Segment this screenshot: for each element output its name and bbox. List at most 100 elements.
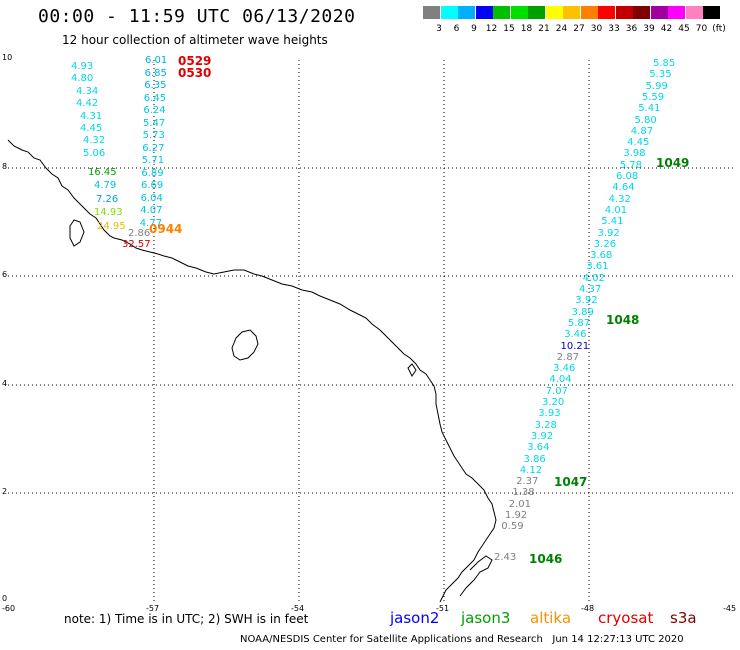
wave-height-value: 3.68 — [590, 250, 613, 262]
color-swatch — [563, 6, 580, 19]
x-tick-label: -48 — [581, 604, 595, 613]
page-title: 00:00 - 11:59 UTC 06/13/2020 — [38, 6, 356, 27]
wave-height-value: 3.20 — [542, 397, 565, 408]
wave-height-value: 2.01 — [508, 498, 531, 510]
wave-height-value: 5.59 — [641, 91, 665, 103]
y-tick-label: 6 — [2, 270, 8, 279]
color-scale-label: 18 — [520, 24, 533, 34]
wave-height-value: 6.89 — [141, 167, 164, 179]
wave-height-value: 4.01 — [604, 204, 628, 216]
wave-height-value: 24.95 — [97, 221, 126, 232]
wave-height-value: 4.02 — [582, 272, 605, 284]
wave-height-value: 5.99 — [645, 80, 668, 92]
wave-height-value: 4.42 — [76, 98, 99, 110]
color-swatch — [685, 6, 703, 19]
coastline-south — [459, 555, 493, 597]
legend-item-jason2: jason2 — [390, 609, 440, 627]
wave-height-value: 3.86 — [523, 453, 546, 465]
color-swatch — [510, 6, 528, 19]
page-subtitle: 12 hour collection of altimeter wave hei… — [62, 33, 328, 47]
wave-height-value: 4.80 — [71, 73, 94, 85]
color-scale-label: 30 — [590, 24, 603, 34]
pass-time-label: 1048 — [606, 313, 640, 327]
wave-height-value: 6.04 — [140, 192, 163, 204]
wave-height-value: 5.87 — [567, 317, 591, 329]
wave-height-value: 4.93 — [71, 61, 94, 72]
x-tick-label: -54 — [291, 604, 305, 613]
wave-height-value: 3.92 — [530, 430, 554, 442]
color-scale-label: 3 — [436, 24, 442, 34]
wave-height-value: 3.61 — [586, 261, 609, 273]
color-scale-label: 39 — [643, 24, 655, 34]
color-swatch — [475, 6, 493, 19]
wave-height-value: 3.64 — [527, 442, 550, 454]
wave-height-value: 4.32 — [608, 193, 631, 205]
pass-time-label: 1049 — [656, 156, 690, 170]
pass-time-label: 1046 — [529, 552, 563, 566]
color-scale-label: (ft) — [712, 24, 726, 34]
color-scale-label: 9 — [471, 24, 477, 34]
wave-height-value: 14.93 — [94, 207, 123, 218]
wave-height-value: 6.35 — [144, 80, 167, 91]
wave-height-value: 4.37 — [579, 284, 602, 295]
color-swatch — [615, 6, 633, 19]
wave-height-value: 2.43 — [494, 552, 517, 563]
wave-height-value: 5.73 — [142, 130, 165, 141]
wave-height-value: 16.45 — [88, 167, 117, 178]
wave-height-value: 4.12 — [519, 464, 543, 476]
color-swatch — [458, 6, 475, 19]
wave-height-value: 5.71 — [141, 155, 165, 166]
wave-height-value: 5.80 — [634, 114, 657, 126]
island-small — [407, 363, 417, 377]
color-swatch — [423, 6, 440, 19]
wave-height-value: 5.85 — [653, 58, 676, 69]
legend-item-altika: altika — [530, 609, 572, 627]
wave-height-value: 5.35 — [649, 69, 672, 81]
color-swatch — [598, 6, 615, 19]
color-scale-label: 6 — [453, 24, 460, 34]
legend-item-s3a: s3a — [670, 609, 697, 627]
color-swatch — [668, 6, 685, 19]
island-marajo — [231, 329, 259, 361]
wave-height-value: 10.21 — [560, 340, 590, 352]
wave-height-value: 4.45 — [80, 123, 103, 134]
wave-height-value: 6.45 — [143, 92, 167, 104]
wave-height-value: 3.92 — [575, 295, 598, 307]
credit-line: NOAA/NESDIS Center for Satellite Applica… — [240, 634, 684, 645]
wave-height-value: 1.92 — [505, 510, 528, 521]
pass-time-label: 0944 — [149, 222, 183, 236]
wave-height-value: 4.07 — [140, 205, 163, 216]
color-scale-label: 24 — [555, 24, 568, 34]
wave-height-value: 4.87 — [630, 125, 654, 137]
color-swatch — [580, 6, 598, 19]
wave-height-value: 5.78 — [619, 159, 642, 171]
y-tick-label: 8 — [2, 162, 8, 171]
wave-height-value: 6.01 — [145, 55, 168, 66]
color-scale-label: 42 — [660, 24, 673, 34]
wave-height-value: 5.41 — [638, 103, 661, 115]
wave-height-value: 6.08 — [616, 171, 639, 182]
pass-time-label: 1047 — [554, 475, 588, 489]
wave-height-value: 2.86 — [128, 228, 151, 239]
x-tick-label: -60 — [2, 604, 16, 613]
wave-height-value: 4.04 — [549, 374, 572, 386]
wave-height-value: 3.46 — [564, 329, 587, 341]
color-scale-label: 21 — [538, 24, 550, 34]
color-scale-label: 45 — [678, 24, 690, 34]
wave-height-value: 3.46 — [553, 363, 576, 375]
color-swatch — [650, 6, 668, 19]
wave-height-value: 4.79 — [94, 180, 117, 191]
wave-height-value: 5.41 — [601, 216, 624, 228]
x-tick-label: -57 — [146, 604, 160, 613]
note-text: note: 1) Time is in UTC; 2) SWH is in fe… — [64, 612, 309, 626]
legend-item-cryosat: cryosat — [598, 609, 654, 627]
color-scale-label: 33 — [608, 24, 620, 34]
color-scale-label: 36 — [625, 24, 638, 34]
pass-time-label: 0530 — [178, 66, 212, 80]
wave-height-value: 6.27 — [142, 142, 165, 154]
wave-height-value: 7.26 — [96, 194, 119, 205]
wave-height-value: 4.77 — [139, 217, 163, 229]
wave-height-value: 2.87 — [556, 351, 580, 363]
wave-height-value: 3.89 — [571, 306, 594, 318]
color-swatch — [528, 6, 545, 19]
